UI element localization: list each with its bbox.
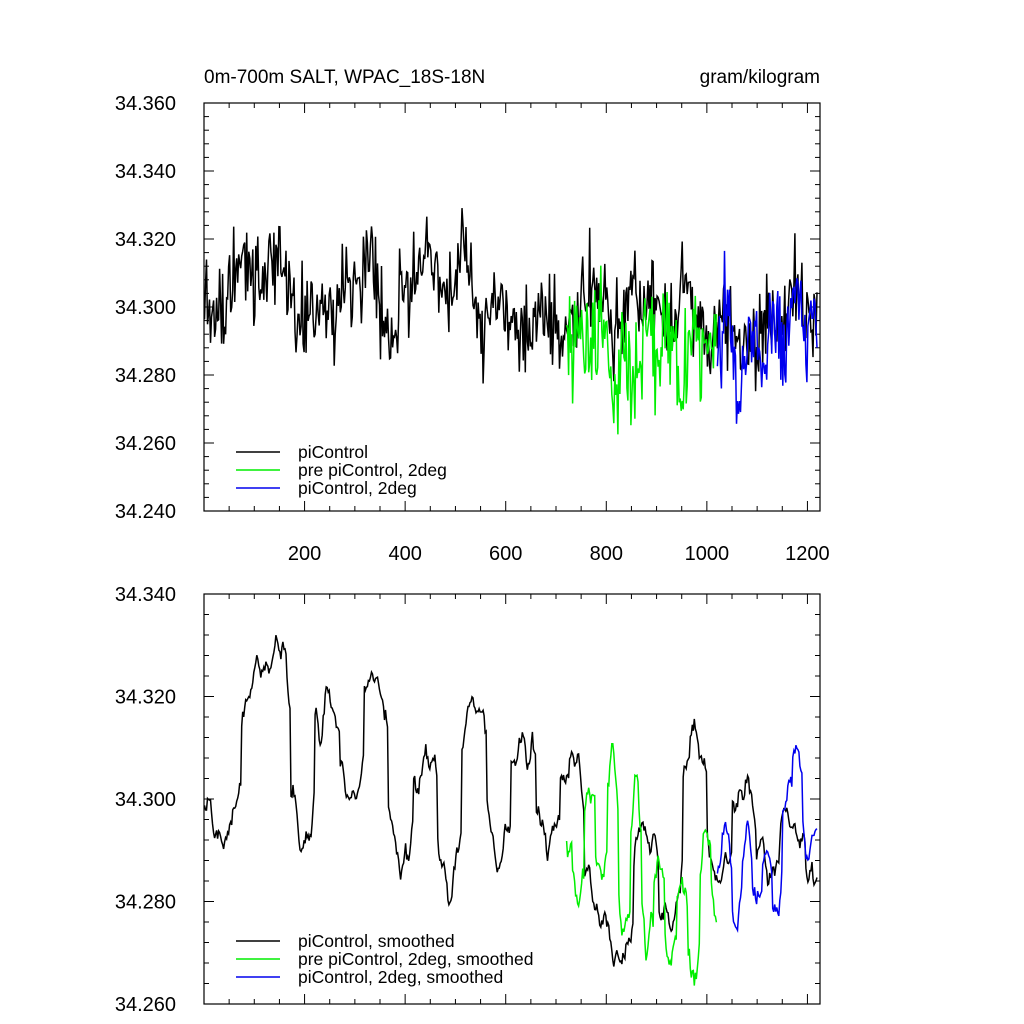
plot-title: 0m-700m SALT, WPAC_18S-18N (204, 67, 485, 88)
y-tick-label: 34.240 (115, 501, 176, 523)
y-tick-label: 34.340 (115, 161, 176, 183)
series-line-3 (716, 744, 818, 933)
legend-label: piControl, 2deg (298, 478, 417, 498)
series-line-1 (204, 635, 818, 967)
y-tick-label: 34.300 (115, 297, 176, 319)
y-tick-label: 34.300 (115, 789, 176, 811)
y-tick-label: 34.260 (115, 433, 176, 455)
x-tick-label: 800 (590, 543, 623, 565)
series-line-3 (716, 250, 818, 424)
plot-frame (203, 593, 821, 1005)
series-line-2 (565, 265, 718, 435)
y-tick-label: 34.340 (115, 584, 176, 606)
y-tick-label: 34.280 (115, 365, 176, 387)
series-line-2 (565, 743, 718, 986)
legend-label: piControl, 2deg, smoothed (298, 967, 503, 987)
y-tick-label: 34.320 (115, 687, 176, 709)
y-tick-label: 34.260 (115, 994, 176, 1016)
legend-label: piControl (298, 442, 368, 462)
legend-label: piControl, smoothed (298, 931, 455, 951)
top-panel: 34.240 34.260 34.280 34.300 34.320 34.340 34.3… (115, 93, 830, 565)
legend-label: pre piControl, 2deg, smoothed (298, 949, 533, 969)
x-tick-label: 1200 (785, 543, 830, 565)
x-tick-label: 200 (288, 543, 321, 565)
legend-label: pre piControl, 2deg (298, 460, 447, 480)
x-tick-label: 400 (388, 543, 421, 565)
x-tick-label: 1000 (685, 543, 730, 565)
bottom-panel: 34.260 34.280 34.300 34.320 34.340 piControl,… (115, 584, 821, 1016)
y-tick-label: 34.320 (115, 229, 176, 251)
y-tick-label: 34.360 (115, 93, 176, 115)
x-tick-label: 600 (489, 543, 522, 565)
units-label: gram/kilogram (700, 67, 820, 88)
y-tick-label: 34.280 (115, 892, 176, 914)
